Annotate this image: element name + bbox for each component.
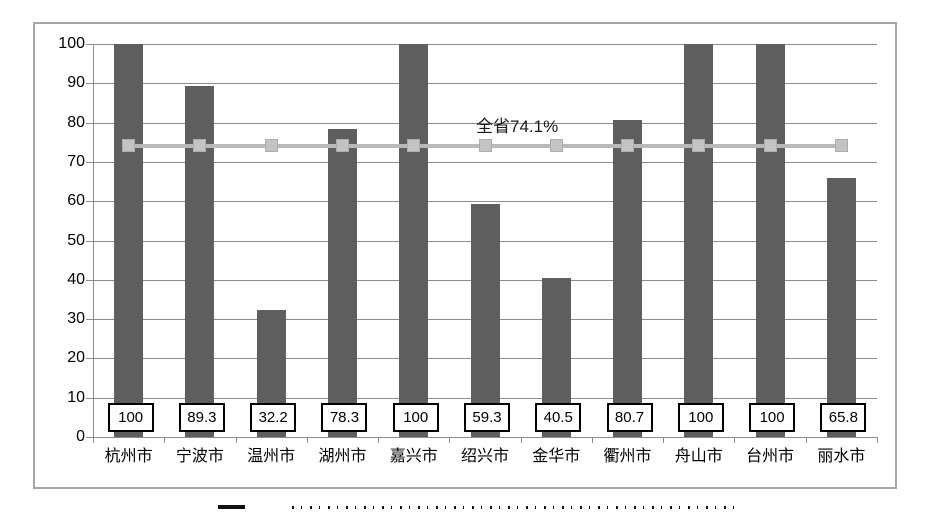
x-axis (93, 437, 878, 438)
gridline (93, 161, 877, 163)
line-marker (763, 139, 777, 153)
y-axis-label: 0 (76, 428, 85, 445)
gridline (93, 44, 877, 45)
y-axis-label: 30 (67, 310, 85, 328)
y-axis-label: 40 (67, 270, 85, 288)
line-marker (264, 139, 278, 153)
y-axis-label: 90 (67, 74, 85, 92)
y-axis-tick (86, 122, 93, 124)
y-axis-tick (86, 161, 93, 163)
line-marker (692, 139, 706, 153)
y-axis-tick (86, 397, 93, 399)
y-axis-tick (86, 358, 93, 360)
x-axis-tick (306, 438, 308, 443)
y-axis-tick (86, 44, 93, 45)
bar (114, 44, 144, 437)
y-axis-label: 80 (67, 113, 85, 131)
y-axis-tick (86, 319, 93, 321)
bar (470, 203, 500, 437)
x-axis-tick (877, 438, 878, 443)
x-axis-label: 衢州市 (603, 448, 652, 465)
x-axis-label: 台州市 (746, 448, 795, 465)
bar-value-label: 100 (392, 403, 439, 432)
bar-value-label: 80.7 (606, 403, 653, 432)
x-axis-tick (378, 438, 380, 443)
gridline (93, 201, 877, 203)
clipped-caption-fragment (218, 505, 245, 509)
x-axis-tick (449, 438, 451, 443)
x-axis-tick (805, 438, 807, 443)
line-marker (621, 139, 635, 153)
y-axis-label: 10 (67, 388, 85, 406)
x-axis-tick (663, 438, 665, 443)
bar-value-label: 59.3 (464, 403, 510, 432)
x-axis-tick (93, 438, 94, 443)
bar-value-label: 78.3 (321, 403, 368, 432)
x-axis-tick (734, 438, 736, 443)
x-axis-label: 宁波市 (175, 448, 224, 465)
y-axis-tick (86, 201, 93, 203)
y-axis-tick (86, 240, 93, 242)
bar-value-label: 100 (107, 403, 154, 432)
x-axis-label: 绍兴市 (460, 448, 509, 465)
bar-value-label: 65.8 (820, 403, 867, 432)
x-axis-label: 嘉兴市 (389, 448, 438, 465)
bar (684, 44, 714, 437)
x-axis-tick (591, 438, 593, 443)
bar (613, 119, 643, 437)
bar (399, 44, 429, 437)
reference-line-annotation: 全省74.1% (476, 117, 559, 136)
line-marker (122, 139, 136, 153)
line-marker (335, 139, 349, 153)
x-axis-label: 丽水市 (817, 448, 866, 465)
y-axis-label: 20 (67, 349, 85, 367)
bar (327, 129, 357, 437)
bar-value-label: 100 (677, 403, 724, 432)
x-axis-label: 金华市 (532, 448, 581, 465)
x-axis-tick (235, 438, 237, 443)
line-marker (407, 139, 421, 153)
gridline (93, 122, 877, 124)
y-axis-tick (86, 83, 93, 85)
x-axis-label: 湖州市 (318, 448, 367, 465)
x-axis-tick (520, 438, 522, 443)
x-axis-label: 杭州市 (104, 448, 153, 465)
y-axis-label: 60 (67, 192, 85, 210)
y-axis-tick (86, 279, 93, 281)
bar-value-label: 40.5 (535, 403, 582, 432)
x-axis-label: 温州市 (247, 448, 296, 465)
line-marker (834, 139, 848, 153)
line-marker (478, 139, 492, 153)
bar-value-label: 100 (749, 403, 796, 432)
bar (826, 178, 856, 437)
bar-value-label: 32.2 (250, 403, 297, 432)
line-marker (193, 139, 207, 153)
y-axis-label: 100 (58, 35, 85, 52)
line-marker (549, 139, 563, 153)
y-axis-tick (86, 437, 93, 438)
bar (755, 44, 785, 437)
plot-area (93, 44, 877, 437)
y-axis-label: 70 (67, 152, 85, 170)
gridline (93, 83, 877, 85)
bar-value-label: 89.3 (178, 403, 225, 432)
y-axis-label: 50 (67, 231, 85, 249)
x-axis-tick (164, 438, 166, 443)
x-axis-label: 舟山市 (674, 448, 723, 465)
clipped-caption-stroke-tops (292, 506, 734, 509)
